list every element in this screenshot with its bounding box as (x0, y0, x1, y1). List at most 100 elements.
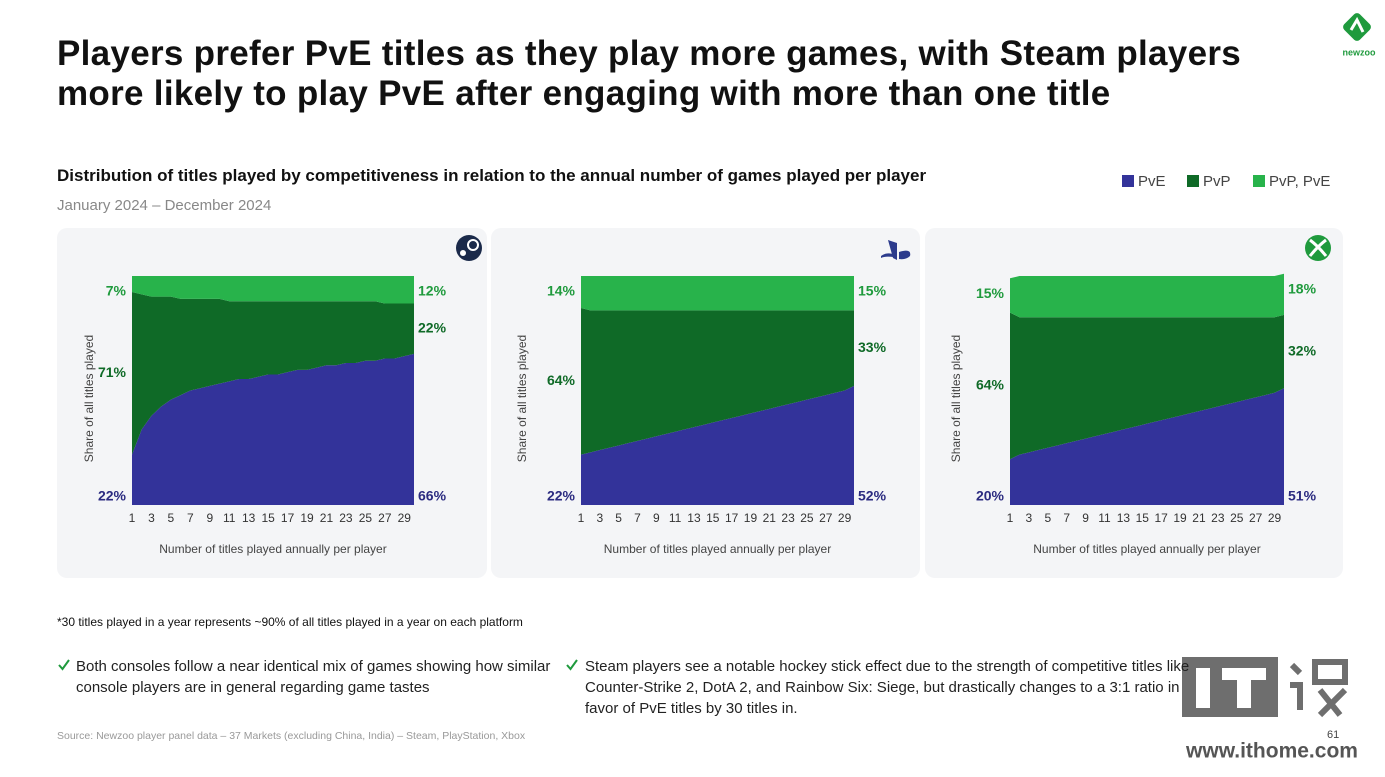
y-axis-label: Share of all titles played (82, 335, 96, 462)
x-tick-label: 13 (1117, 511, 1131, 525)
data-label: 22% (418, 319, 447, 335)
legend-label: PvP, PvE (1269, 173, 1330, 190)
x-tick-label: 17 (725, 511, 739, 525)
x-axis-label: Number of titles played annually per pla… (1033, 542, 1260, 556)
y-axis-label: Share of all titles played (949, 335, 963, 462)
legend-label: PvE (1138, 173, 1166, 190)
x-tick-label: 1 (1007, 511, 1014, 525)
legend-label: PvP (1203, 173, 1231, 190)
playstation-icon (881, 240, 911, 260)
x-tick-label: 29 (838, 511, 852, 525)
area (581, 308, 854, 455)
x-tick-label: 9 (1082, 511, 1089, 525)
x-tick-label: 7 (634, 511, 641, 525)
data-label: 64% (547, 372, 576, 388)
x-tick-label: 23 (339, 511, 353, 525)
check-icon (58, 659, 70, 671)
area (1010, 312, 1284, 460)
x-tick-label: 3 (148, 511, 155, 525)
area (132, 353, 414, 505)
x-tick-label: 11 (669, 511, 682, 525)
x-tick-label: 1 (578, 511, 585, 525)
area (581, 276, 854, 311)
x-tick-label: 17 (281, 511, 295, 525)
watermark-logo (1182, 657, 1348, 718)
x-tick-label: 11 (223, 511, 236, 525)
logo-text: newzoo (1343, 47, 1377, 57)
source: Source: Newzoo player panel data – 37 Ma… (57, 730, 526, 742)
check-icon (566, 659, 578, 671)
x-tick-label: 27 (1249, 511, 1263, 525)
x-tick-label: 7 (187, 511, 194, 525)
area (132, 276, 414, 304)
data-label: 22% (98, 488, 127, 504)
footnote: *30 titles played in a year represents ~… (57, 615, 523, 629)
legend-swatch (1187, 175, 1199, 187)
x-tick-label: 25 (359, 511, 373, 525)
x-tick-label: 29 (1268, 511, 1282, 525)
x-tick-label: 15 (261, 511, 275, 525)
x-tick-label: 5 (615, 511, 622, 525)
x-tick-label: 27 (378, 511, 392, 525)
legend: PvE PvP PvP, PvE (1122, 173, 1330, 190)
x-tick-label: 5 (168, 511, 175, 525)
x-tick-label: 19 (744, 511, 758, 525)
x-tick-label: 3 (1026, 511, 1033, 525)
x-tick-label: 19 (1173, 511, 1187, 525)
data-label: 7% (106, 283, 127, 299)
x-tick-label: 21 (763, 511, 777, 525)
y-axis-label: Share of all titles played (515, 335, 529, 462)
subtitle: Distribution of titles played by competi… (57, 166, 927, 185)
x-tick-label: 27 (819, 511, 833, 525)
bullet: Both consoles follow a near identical mi… (76, 658, 551, 696)
legend-swatch (1253, 175, 1265, 187)
steam-icon (456, 235, 482, 261)
title: Players prefer PvE titles as they play m… (57, 34, 1242, 113)
x-tick-label: 5 (1044, 511, 1051, 525)
page-number: 61 (1327, 729, 1340, 741)
period: January 2024 – December 2024 (57, 197, 272, 214)
data-label: 52% (858, 488, 887, 504)
bullet: Steam players see a notable hockey stick… (585, 658, 1190, 717)
data-label: 64% (976, 377, 1005, 393)
x-tick-label: 25 (1230, 511, 1244, 525)
data-label: 32% (1288, 342, 1317, 358)
x-tick-label: 29 (398, 511, 412, 525)
legend-swatch (1122, 175, 1134, 187)
x-tick-label: 11 (1098, 511, 1111, 525)
x-tick-label: 23 (781, 511, 795, 525)
data-label: 12% (418, 283, 447, 299)
x-tick-label: 1 (129, 511, 136, 525)
data-label: 51% (1288, 488, 1317, 504)
data-label: 14% (547, 283, 576, 299)
data-label: 20% (976, 488, 1005, 504)
data-label: 15% (976, 285, 1005, 301)
x-tick-label: 15 (1136, 511, 1150, 525)
area (581, 385, 854, 505)
xbox-icon (1305, 235, 1331, 261)
data-label: 71% (98, 364, 127, 380)
x-tick-label: 19 (300, 511, 314, 525)
x-tick-label: 13 (242, 511, 256, 525)
data-label: 33% (858, 339, 887, 355)
x-tick-label: 25 (800, 511, 814, 525)
x-tick-label: 23 (1211, 511, 1225, 525)
x-tick-label: 17 (1154, 511, 1168, 525)
data-label: 18% (1288, 280, 1317, 296)
x-tick-label: 21 (1192, 511, 1206, 525)
area (132, 292, 414, 455)
x-tick-label: 9 (653, 511, 660, 525)
x-tick-label: 13 (687, 511, 701, 525)
x-tick-label: 15 (706, 511, 720, 525)
x-tick-label: 7 (1063, 511, 1070, 525)
data-label: 66% (418, 488, 447, 504)
area (1010, 273, 1284, 318)
newzoo-logo-mark (1343, 13, 1371, 41)
x-tick-label: 9 (206, 511, 213, 525)
x-axis-label: Number of titles played annually per pla… (604, 542, 831, 556)
x-axis-label: Number of titles played annually per pla… (159, 542, 386, 556)
area (1010, 388, 1284, 505)
data-label: 15% (858, 283, 887, 299)
